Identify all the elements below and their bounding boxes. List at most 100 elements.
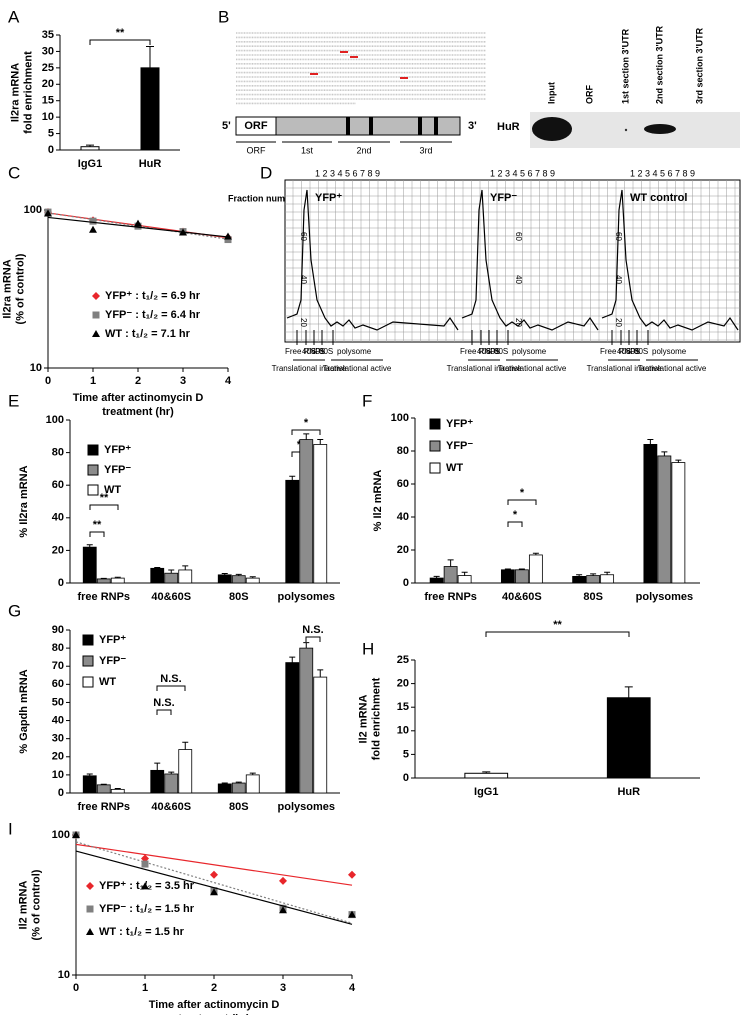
error-bar — [86, 544, 93, 548]
are-site — [369, 117, 373, 135]
segment-label: 2nd — [356, 145, 371, 155]
panel-d: D Fraction number YFP⁺ 1 2 3 4 5 6 7 8 9 6… — [228, 163, 741, 373]
error-bar — [249, 576, 256, 579]
legend-label: YFP⁻ — [104, 464, 131, 476]
error-bar — [100, 783, 107, 785]
error-bar — [168, 569, 175, 574]
legend-swatch — [87, 464, 99, 476]
legend-swatch — [429, 418, 441, 430]
segment-label: 3rd — [419, 145, 432, 155]
significance-bracket — [156, 709, 172, 715]
y-tick-label: 70 — [52, 660, 64, 672]
y-tick-label: 20 — [397, 678, 409, 690]
orf-label: ORF — [244, 120, 268, 132]
blot-band — [624, 128, 628, 132]
profile-curve — [601, 189, 739, 331]
error-bar — [317, 439, 324, 445]
x-tick-label: 80S — [229, 591, 249, 603]
y-axis-label: % Il2ra mRNA — [18, 465, 30, 537]
x-tick-label: HuR — [617, 786, 640, 798]
x-tick-label: polysomes — [636, 591, 693, 603]
y-tick-label: 5 — [403, 748, 409, 760]
error-bar — [317, 669, 324, 678]
y-axis-label: Il2ra mRNA — [9, 63, 21, 122]
trend-line — [75, 843, 353, 886]
bar — [110, 788, 125, 794]
bar — [110, 577, 125, 584]
significance-bracket — [89, 504, 119, 510]
bar — [457, 575, 472, 584]
x-axis-label: treatment (hr) — [178, 1013, 250, 1015]
marker — [210, 870, 218, 879]
y-tick-label: 0 — [403, 577, 409, 589]
y-axis-label: fold enrichment — [370, 677, 382, 760]
error-bar — [518, 568, 525, 570]
bar — [528, 554, 543, 584]
bar — [140, 67, 160, 151]
grid-number: 20 — [614, 318, 623, 327]
legend-marker — [86, 882, 94, 890]
peak-label: 60S — [486, 347, 500, 356]
x-tick-label: free RNPs — [424, 591, 477, 603]
blot-band — [644, 124, 676, 134]
legend-label: YFP⁻ : t₁/₂ = 1.5 hr — [99, 903, 195, 915]
bar — [671, 462, 686, 584]
utr-box — [275, 116, 461, 136]
y-tick-label: 100 — [24, 204, 42, 216]
x-tick-label: IgG1 — [78, 158, 102, 170]
panel-label: D — [260, 163, 272, 182]
marker — [224, 236, 232, 244]
peak-label: Free RNPs — [600, 347, 640, 356]
legend-label: YFP⁻ — [446, 440, 473, 452]
error-bar — [482, 771, 491, 774]
x-axis-label: treatment (hr) — [102, 406, 174, 418]
profile-name: YFP⁺ — [315, 192, 342, 204]
error-bar — [461, 571, 468, 576]
grid-number: 20 — [299, 318, 308, 327]
error-bar — [235, 781, 242, 784]
marker — [72, 831, 80, 838]
y-tick-label: 80 — [397, 445, 409, 457]
profile-name: WT control — [630, 192, 687, 204]
peak-label: 40S — [477, 347, 491, 356]
peak-label: polysome — [512, 347, 547, 356]
y-tick-label: 40 — [52, 714, 64, 726]
y-tick-label: 20 — [52, 544, 64, 556]
bar — [178, 749, 193, 794]
y-tick-label: 25 — [42, 62, 54, 74]
y-tick-label: 20 — [42, 78, 54, 90]
bar — [313, 676, 328, 794]
error-bar — [504, 568, 511, 570]
y-axis-label: Il2ra mRNA — [1, 259, 13, 318]
legend-label: WT — [446, 462, 463, 474]
group-label: Translational inactive — [447, 364, 522, 373]
group-label: Translational active — [323, 364, 392, 373]
bar — [245, 774, 260, 794]
group-label: Translational active — [638, 364, 707, 373]
bar — [96, 784, 111, 794]
lane-label: 3rd section 3'UTR — [694, 27, 704, 104]
x-tick-label: 3 — [180, 375, 186, 387]
grid-number: 60 — [514, 232, 523, 241]
bar — [572, 576, 587, 584]
y-tick-label: 10 — [397, 725, 409, 737]
marker — [44, 209, 52, 217]
y-tick-label: 60 — [397, 478, 409, 490]
sequence-block — [236, 32, 486, 105]
y-tick-label: 10 — [30, 362, 42, 374]
legend-label: YFP⁺ : t₁/₂ = 6.9 hr — [105, 290, 201, 302]
peak-label: polysome — [652, 347, 687, 356]
error-bar — [433, 575, 440, 579]
segment-label: 1st — [301, 145, 314, 155]
error-bar — [146, 46, 154, 68]
error-bar — [221, 573, 228, 575]
marker — [141, 854, 149, 863]
x-tick-label: 2 — [211, 982, 217, 994]
marker — [348, 910, 356, 918]
legend-label: YFP⁻ : t₁/₂ = 6.4 hr — [105, 309, 201, 321]
group-label: Translational inactive — [272, 364, 347, 373]
legend-label: WT — [99, 676, 116, 688]
y-tick-label: 30 — [52, 733, 64, 745]
